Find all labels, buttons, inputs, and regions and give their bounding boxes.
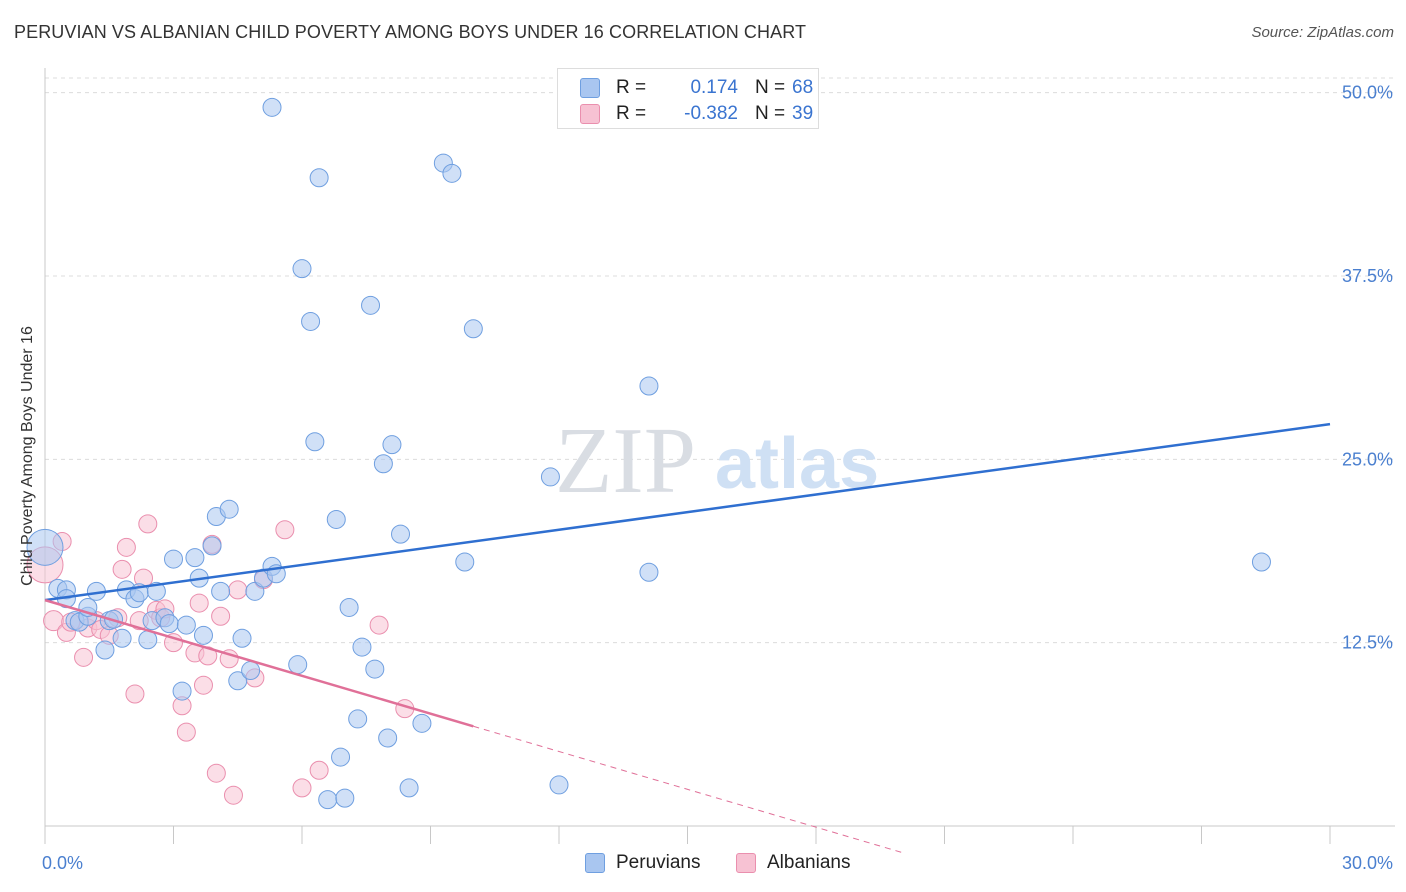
peruvian-point: [463, 319, 483, 339]
albanian-trend-extension: [473, 725, 902, 853]
y-tick-label: 12.5%: [1342, 633, 1393, 653]
peruvian-point: [159, 614, 179, 634]
albanian-point: [211, 606, 231, 626]
peruvian-point: [164, 549, 183, 569]
peruvian-point: [326, 509, 346, 529]
peruvian-point: [442, 163, 462, 183]
correlation-legend: R = 0.174 N = 68 R = -0.382 N = 39: [557, 68, 819, 129]
x-tick-label: 0.0%: [42, 853, 83, 873]
legend-n-label: N =: [755, 77, 786, 98]
peruvian-point: [228, 671, 248, 691]
legend-r-value: 0.174: [690, 77, 738, 98]
peruvian-point: [339, 597, 359, 617]
peruvian-point: [241, 661, 261, 681]
peruvian-point: [639, 562, 659, 582]
albanian-point: [112, 559, 132, 579]
legend-swatch-albanians: [580, 104, 600, 124]
peruvian-point: [219, 499, 239, 519]
peruvian-point: [352, 637, 372, 657]
albanian-point: [74, 647, 94, 667]
albanian-point: [193, 675, 213, 695]
peruvian-point: [232, 628, 252, 648]
albanian-point: [369, 615, 389, 635]
peruvian-point: [382, 435, 402, 455]
albanian-point: [228, 580, 248, 600]
watermark-zip: ZIP: [555, 409, 696, 513]
legend-r-label: R =: [616, 77, 647, 98]
y-axis-label: Child Poverty Among Boys Under 16: [19, 326, 36, 586]
peruvian-point: [331, 747, 351, 767]
y-tick-label: 37.5%: [1342, 266, 1393, 286]
peruvian-point: [365, 659, 385, 679]
peruvian-point: [391, 524, 411, 544]
albanian-point: [189, 593, 209, 613]
peruvian-point: [373, 454, 393, 474]
peruvian-point: [399, 778, 419, 798]
legend-r-label: R =: [616, 103, 647, 124]
albanian-point: [125, 684, 145, 704]
peruvian-point: [185, 548, 205, 568]
peruvian-point: [378, 728, 398, 748]
axes: [44, 68, 1395, 844]
watermark: ZIP atlas: [555, 409, 879, 513]
gridlines: [45, 77, 1395, 644]
peruvian-point: [262, 97, 282, 117]
trend-lines: [44, 422, 1331, 853]
albanian-point: [138, 514, 158, 534]
peruvian-point: [95, 640, 115, 660]
peruvian-point: [292, 259, 312, 279]
legend-n-value: 39: [792, 103, 814, 124]
tick-labels: 12.5% 25.0% 37.5% 50.0% 0.0% 30.0%: [42, 83, 1393, 873]
peruvian-point: [318, 790, 338, 810]
legend-swatch-albanians: [736, 853, 756, 873]
albanian-point: [309, 760, 329, 780]
legend-n-value: 68: [792, 77, 814, 98]
peruvian-point: [1251, 552, 1271, 572]
peruvian-point: [112, 628, 132, 648]
y-tick-label: 50.0%: [1342, 83, 1393, 103]
chart-title: PERUVIAN VS ALBANIAN CHILD POVERTY AMONG…: [14, 22, 807, 42]
legend-swatch-peruvians: [580, 78, 600, 98]
peruvian-point: [26, 528, 64, 566]
peruvian-point: [639, 376, 659, 396]
peruvian-point: [309, 168, 329, 188]
peruvian-point: [335, 788, 355, 808]
peruvian-point: [245, 581, 265, 601]
peruvian-point: [412, 713, 432, 733]
legend-n-label: N =: [755, 103, 786, 124]
peruvian-point: [348, 709, 368, 729]
legend-label-albanians: Albanians: [767, 852, 851, 873]
peruvian-point: [172, 681, 192, 701]
source-label: Source: ZipAtlas.com: [1251, 24, 1394, 41]
peruvian-point: [288, 655, 308, 675]
peruvian-point: [361, 295, 381, 315]
peruvian-point: [301, 311, 321, 331]
peruvian-point: [540, 467, 560, 487]
y-tick-label: 25.0%: [1342, 449, 1393, 469]
legend-label-peruvians: Peruvians: [616, 852, 701, 873]
peruvian-point: [211, 581, 231, 601]
legend-r-value: -0.382: [684, 103, 738, 124]
albanian-point: [223, 785, 243, 805]
peruvian-point: [193, 625, 213, 645]
peruvian-trend-line: [44, 422, 1331, 602]
albanian-trend-line: [44, 598, 474, 728]
albanian-point: [206, 763, 226, 783]
albanian-point: [116, 537, 136, 557]
albanian-point: [176, 722, 196, 742]
peruvian-point: [455, 552, 475, 572]
albanian-point: [275, 520, 295, 540]
legend-swatch-peruvians: [585, 853, 605, 873]
peruvian-point: [305, 432, 325, 452]
watermark-atlas: atlas: [715, 424, 879, 504]
peruvian-point: [146, 581, 166, 601]
x-tick-label: 30.0%: [1342, 853, 1393, 873]
peruvian-point: [549, 775, 569, 795]
peruvian-points: [26, 97, 1271, 810]
peruvian-point: [202, 536, 222, 556]
peruvian-point: [176, 615, 196, 635]
albanian-point: [292, 778, 312, 798]
